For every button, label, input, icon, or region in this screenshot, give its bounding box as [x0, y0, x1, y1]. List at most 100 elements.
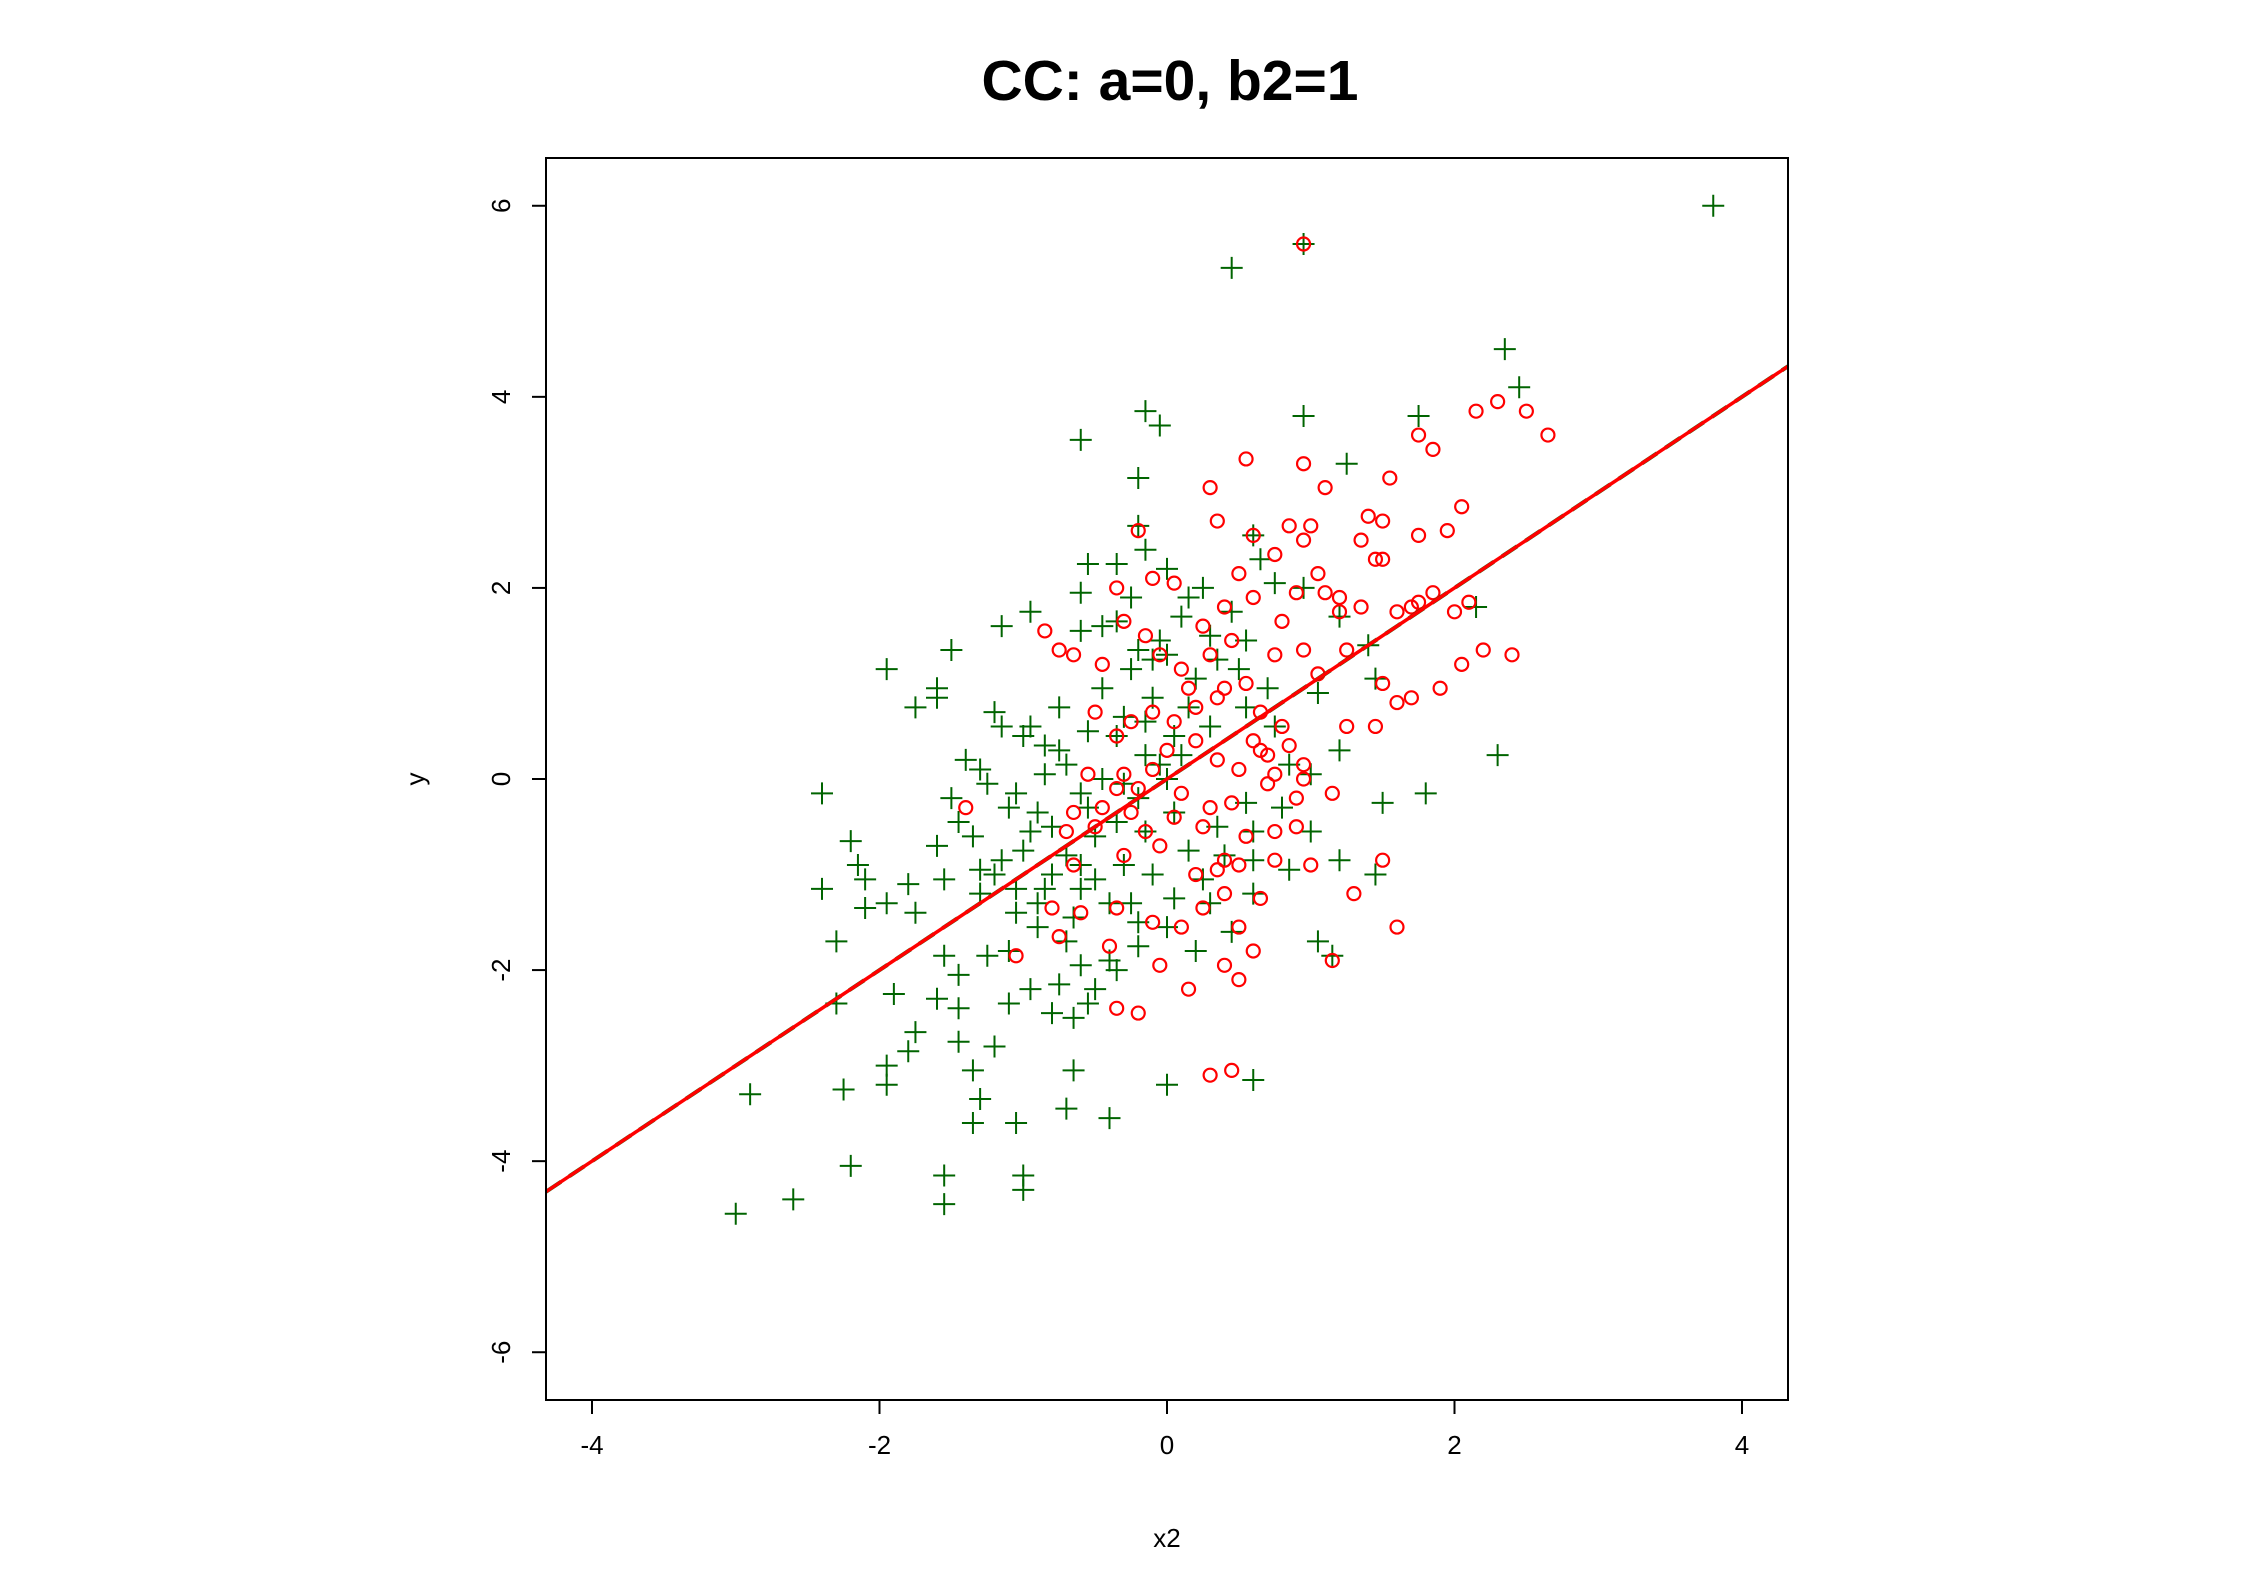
complete-case-point [1310, 565, 1326, 582]
all-data-point [1328, 605, 1351, 628]
all-data-point [976, 944, 999, 967]
all-data-point [1091, 768, 1114, 790]
complete-case-point [1295, 456, 1312, 472]
complete-case-point [1475, 642, 1491, 658]
complete-case-point [1094, 800, 1110, 816]
all-data-point [1242, 849, 1265, 872]
all-data-point [1508, 376, 1531, 399]
complete-case-point [1173, 919, 1189, 935]
all-data-point [1328, 849, 1351, 872]
complete-case-point [1367, 718, 1384, 735]
all-data-point [961, 1059, 984, 1082]
complete-case-point [1209, 513, 1225, 529]
all-data-point [904, 696, 927, 719]
all-data-point [1156, 557, 1178, 580]
all-data-point [933, 868, 956, 891]
complete-case-point [1267, 647, 1283, 663]
all-data-point [825, 930, 848, 953]
all-data-point [1041, 815, 1063, 838]
y-axis-label: y [400, 773, 430, 786]
complete-case-point [1202, 800, 1218, 816]
all-data-point [1112, 705, 1135, 728]
complete-case-point [1346, 886, 1362, 902]
complete-case-point [1490, 394, 1506, 410]
complete-case-point [1245, 943, 1261, 959]
all-data-point [1199, 892, 1222, 915]
all-data-point [940, 639, 963, 662]
complete-case-point [1051, 642, 1067, 658]
all-data-point [1105, 959, 1128, 982]
all-data-point [1213, 844, 1236, 867]
complete-case-point [1231, 972, 1247, 988]
complete-case-point [1080, 766, 1096, 782]
complete-case-point [1267, 766, 1283, 782]
all-data-point [926, 834, 948, 857]
complete-case-point [1166, 575, 1182, 591]
all-data-point [1069, 782, 1092, 805]
complete-case-point [1288, 790, 1304, 806]
complete-case-point [1382, 470, 1398, 486]
complete-case-point [1281, 737, 1297, 754]
complete-case-point [1295, 757, 1312, 773]
all-data-point [1069, 619, 1092, 642]
all-data-point [1191, 576, 1214, 599]
all-data-point [1256, 677, 1279, 700]
all-data-point [1069, 877, 1092, 900]
all-data-point [947, 963, 970, 986]
all-data-point [1278, 858, 1301, 881]
all-data-point [1098, 892, 1121, 915]
all-data-point [969, 882, 992, 905]
complete-case-point [1094, 656, 1110, 672]
complete-case-point [1360, 508, 1376, 524]
complete-case-point [1216, 852, 1233, 868]
all-data-point [832, 1078, 855, 1101]
all-data-point [1220, 920, 1243, 943]
all-data-point [1141, 863, 1164, 886]
all-data-point [1263, 572, 1286, 595]
complete-case-point [958, 800, 974, 816]
all-data-point [1062, 906, 1085, 929]
complete-case-point [1145, 704, 1161, 720]
complete-case-point [1087, 704, 1103, 720]
complete-case-point [1166, 809, 1182, 825]
all-data-point [854, 896, 877, 919]
all-data-point [933, 1164, 956, 1187]
complete-case-point [1267, 546, 1283, 563]
x-tick-label: 0 [1160, 1430, 1174, 1460]
complete-case-point [1195, 618, 1211, 634]
all-data-point [997, 796, 1020, 819]
all-data-point [739, 1083, 762, 1106]
all-data-point [1299, 820, 1322, 843]
y-tick-label: 0 [486, 772, 516, 786]
all-data-point [1306, 682, 1329, 705]
complete-case-point [1166, 714, 1182, 730]
all-data-point [1076, 720, 1099, 743]
complete-case-point [1267, 852, 1283, 868]
complete-case-point [1281, 518, 1297, 534]
complete-case-point [1152, 957, 1168, 973]
complete-case-point [1389, 694, 1405, 711]
all-data-point [854, 868, 877, 891]
complete-case-point [1188, 733, 1204, 749]
all-data-point [1019, 820, 1042, 843]
all-data-point [1493, 338, 1516, 361]
all-data-point [1364, 863, 1387, 886]
all-data-point [839, 1154, 862, 1177]
complete-case-point [1216, 886, 1233, 902]
complete-case-point [1008, 948, 1024, 964]
complete-case-point [1202, 647, 1218, 663]
complete-case-point [1461, 594, 1477, 610]
all-data-point [1220, 256, 1243, 279]
all-data-point [1005, 901, 1028, 924]
all-data-point [983, 701, 1006, 724]
complete-case-point [1188, 866, 1204, 883]
all-data-point [983, 863, 1006, 886]
all-data-point [1242, 882, 1265, 905]
y-tick-label: -4 [486, 1150, 516, 1173]
complete-case-point [1159, 742, 1175, 758]
all-data-point [897, 873, 920, 896]
complete-case-point [1303, 518, 1319, 534]
x-tick-label: -4 [580, 1430, 603, 1460]
complete-case-point [1331, 589, 1348, 606]
